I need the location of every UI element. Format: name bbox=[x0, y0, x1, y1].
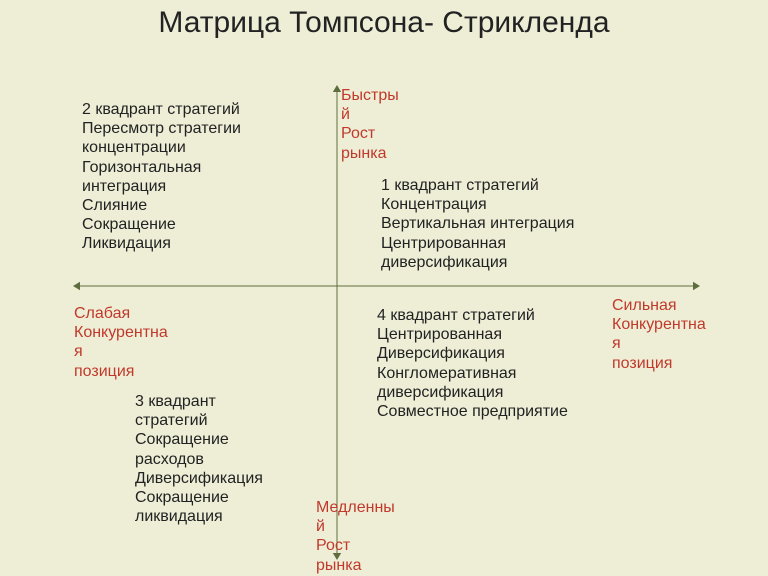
axis-label-left: Слабая Конкурентна я позиция bbox=[74, 304, 168, 381]
axis-label-right: Сильная Конкурентна я позиция bbox=[612, 296, 706, 373]
quadrant-4: 4 квадрант стратегий Центрированная Диве… bbox=[377, 306, 568, 421]
quadrant-2: 2 квадрант стратегий Пересмотр стратегии… bbox=[82, 100, 241, 254]
quadrant-3: 3 квадрант стратегий Сокращение расходов… bbox=[135, 392, 263, 526]
quadrant-1: 1 квадрант стратегий Концентрация Вертик… bbox=[381, 176, 574, 272]
axis-label-bottom: Медленны й Рост рынка bbox=[316, 498, 395, 575]
axis-label-top: Быстры й Рост рынка bbox=[341, 86, 399, 163]
diagram-title: Матрица Томпсона- Стрикленда bbox=[0, 6, 768, 41]
